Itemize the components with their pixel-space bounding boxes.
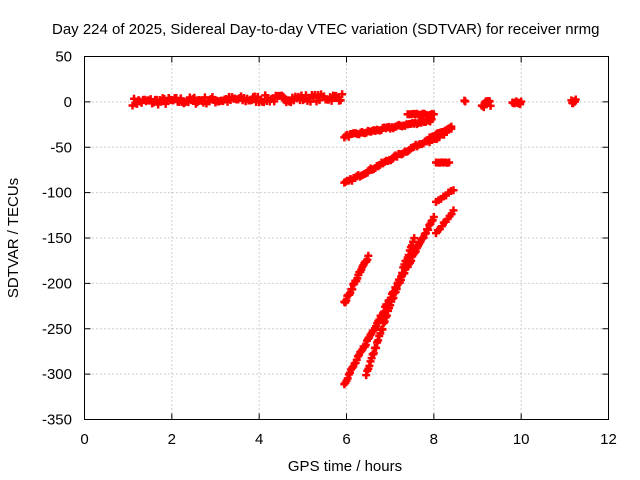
x-axis-label: GPS time / hours	[288, 458, 402, 475]
data-point	[336, 96, 345, 105]
y-tick-label: -300	[42, 366, 72, 383]
data-point	[429, 110, 438, 119]
y-tick-label: 50	[55, 49, 72, 66]
y-tick-label: -200	[42, 275, 72, 292]
data-series	[508, 97, 526, 109]
y-tick-label: -100	[42, 185, 72, 202]
data-point	[410, 234, 419, 243]
data-series	[340, 115, 436, 142]
data-series	[477, 97, 495, 112]
y-axis-label: SDTVAR / TECUs	[5, 178, 22, 298]
grid	[84, 56, 609, 420]
data-point	[486, 101, 495, 110]
data-series	[432, 158, 454, 167]
data-point	[445, 158, 454, 167]
data-point	[364, 251, 373, 260]
y-tick-label: -150	[42, 230, 72, 247]
data-series	[340, 251, 373, 307]
data-series	[425, 124, 456, 147]
chart-title: Day 224 of 2025, Sidereal Day-to-day VTE…	[52, 21, 599, 38]
axis-ticks: 0 2 4 6 8 10 12 50 0 -50 -100 -150 -200 -250 -300 -350	[42, 49, 617, 449]
data-point	[449, 186, 458, 195]
data-point	[270, 97, 279, 106]
x-tick-label: 8	[430, 431, 438, 448]
data-series	[432, 206, 458, 238]
data-series	[403, 109, 438, 120]
y-tick-label: -250	[42, 321, 72, 338]
data-series	[432, 186, 458, 206]
data-point	[447, 124, 456, 133]
data-point	[449, 206, 458, 215]
data-points	[128, 90, 580, 389]
y-tick-label: -50	[50, 139, 72, 156]
y-tick-label: 0	[64, 94, 72, 111]
data-point	[429, 212, 438, 221]
data-point	[338, 90, 347, 99]
data-point	[190, 93, 199, 102]
data-point	[327, 96, 336, 105]
data-point	[517, 97, 526, 106]
x-tick-label: 10	[513, 431, 530, 448]
y-tick-label: -350	[42, 412, 72, 429]
x-tick-label: 6	[342, 431, 350, 448]
data-point	[571, 95, 580, 104]
data-series	[128, 90, 347, 110]
x-tick-label: 4	[255, 431, 263, 448]
x-tick-label: 0	[80, 431, 88, 448]
data-point	[461, 97, 470, 106]
x-tick-label: 12	[600, 431, 617, 448]
x-tick-label: 2	[168, 431, 176, 448]
data-series	[340, 212, 438, 389]
data-point	[130, 94, 139, 103]
data-series	[460, 96, 470, 106]
data-series	[567, 95, 580, 108]
